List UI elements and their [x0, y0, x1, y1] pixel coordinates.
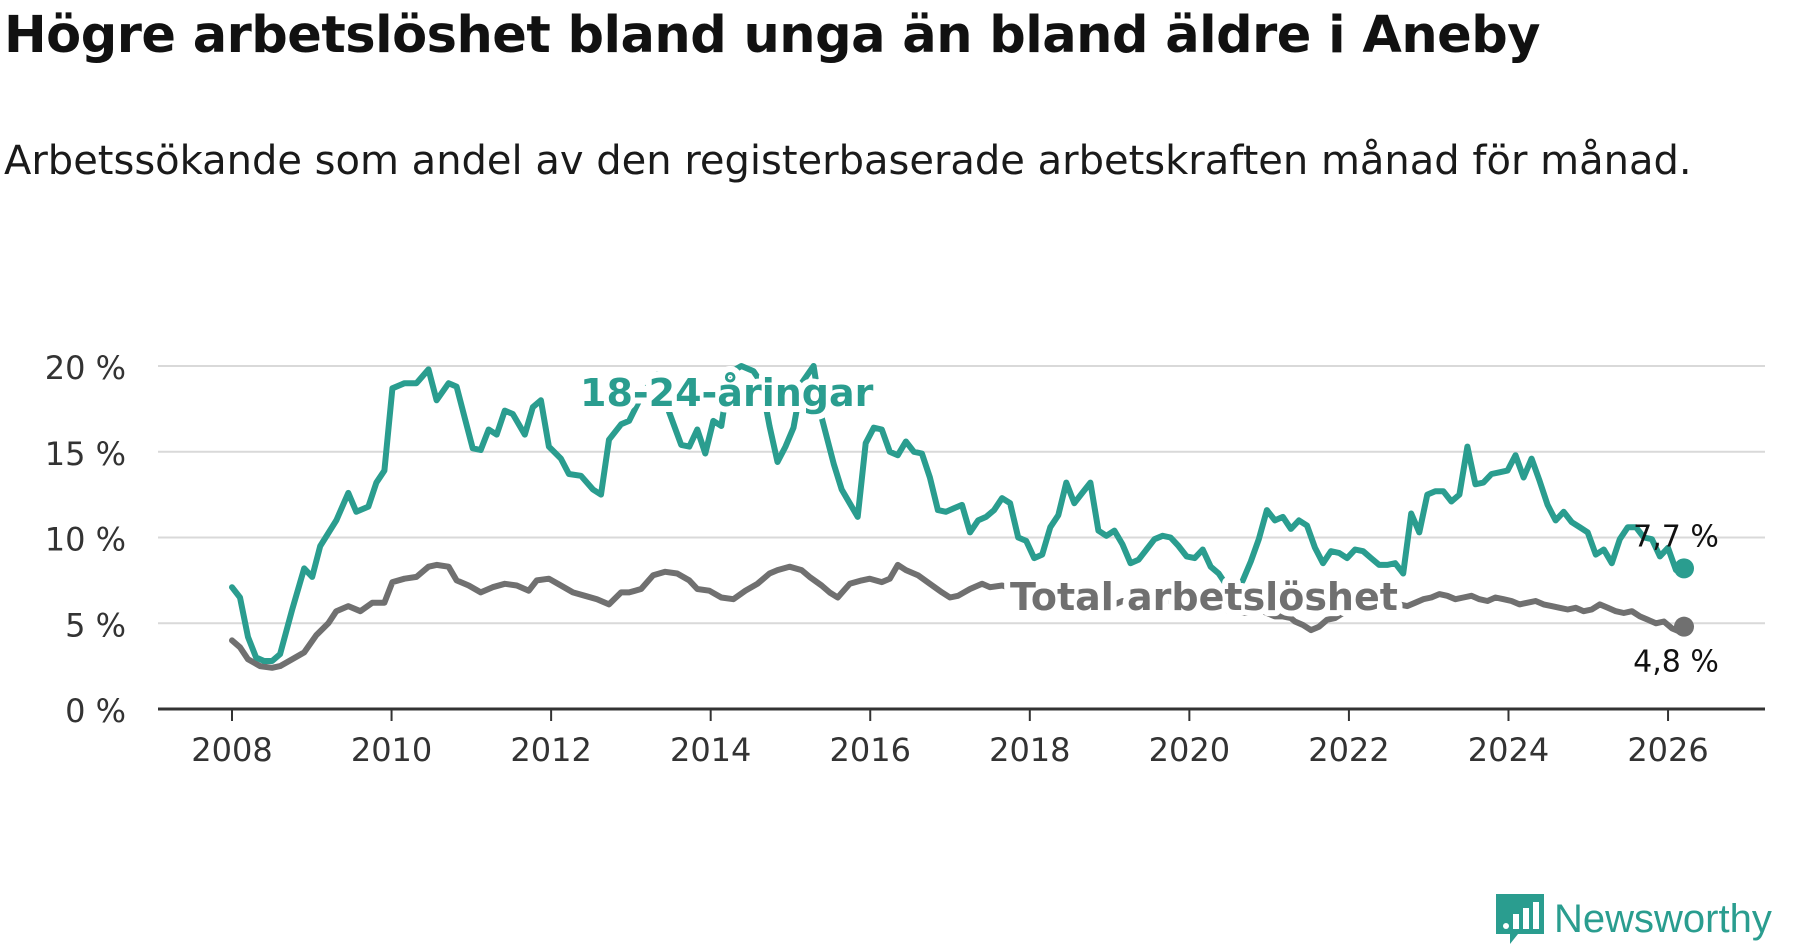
newsworthy-logo-icon — [1496, 894, 1544, 944]
chart-subtitle: Arbetssökande som andel av den registerb… — [4, 138, 1692, 184]
x-tick-label: 2012 — [510, 731, 591, 769]
x-tick-label: 2016 — [830, 731, 911, 769]
x-tick-label: 2026 — [1627, 731, 1708, 769]
series-label-total: Total arbetslöshet — [1010, 575, 1398, 619]
x-tick-label: 2008 — [191, 731, 272, 769]
series-line-total — [229, 561, 1687, 671]
x-tick-label: 2024 — [1468, 731, 1549, 769]
series-label-youth-halo: 18-24-åringar — [580, 371, 874, 415]
x-axis-ticks: 2008 2010 2012 2014 2016 2018 2020 2022 2024 2026 — [191, 709, 1709, 769]
end-label-total: 4,8 % — [1633, 645, 1719, 680]
series-end-point — [1674, 616, 1694, 637]
series-end-point — [1674, 558, 1694, 579]
newsworthy-brand-name: Newsworthy — [1554, 896, 1772, 941]
x-tick-label: 2018 — [989, 731, 1070, 769]
series-label-total-halo: Total arbetslöshet — [1010, 575, 1398, 619]
end-label-youth: 7,7 % — [1633, 519, 1719, 554]
y-tick-label: 15 % — [45, 435, 126, 473]
series-label-youth: 18-24-åringar — [580, 371, 874, 415]
x-tick-label: 2010 — [351, 731, 432, 769]
x-tick-label: 2020 — [1149, 731, 1230, 769]
chart-title: Högre arbetslöshet bland unga än bland ä… — [4, 6, 1541, 65]
y-tick-label: 5 % — [65, 606, 126, 644]
x-tick-label: 2014 — [670, 731, 751, 769]
y-tick-label: 20 % — [45, 349, 126, 387]
x-tick-label: 2022 — [1308, 731, 1389, 769]
y-tick-label: 0 % — [65, 692, 126, 730]
series-lines — [229, 363, 1694, 671]
gridlines — [158, 365, 1765, 625]
y-axis-ticks: 0 % 5 % 10 % 15 % 20 % — [45, 349, 126, 730]
series-line-youth — [229, 363, 1687, 664]
newsworthy-logo: Newsworthy — [1496, 890, 1786, 948]
y-tick-label: 10 % — [45, 521, 126, 559]
